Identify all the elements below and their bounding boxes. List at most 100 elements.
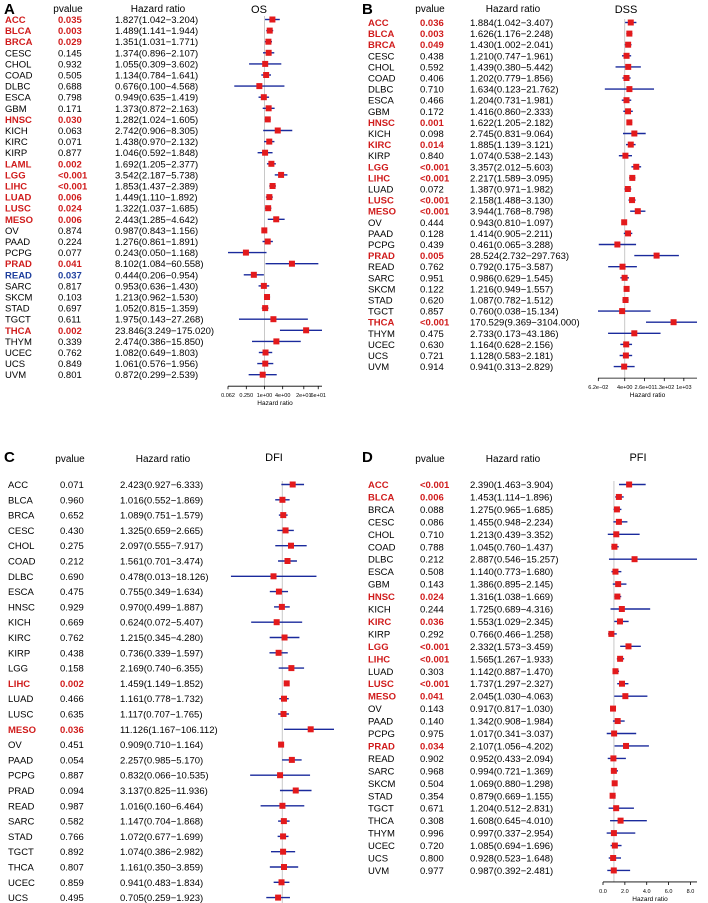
cancer-label: THCA (368, 816, 395, 827)
pvalue-label: 0.721 (420, 351, 444, 362)
hr-marker (283, 680, 290, 687)
hazard-ratio-label: 0.949(0.635−1.419) (115, 93, 198, 104)
forest-row: LIHC <0.001 2.217(1.589−3.095) (368, 173, 636, 184)
forest-row: CESC 0.086 1.455(0.948−2.234) (368, 517, 628, 528)
hazard-ratio-label: 0.953(0.636−1.430) (115, 281, 198, 292)
hr-marker (281, 695, 288, 702)
hazard-ratio-label: 170.529(9.369−3104.000) (470, 318, 580, 329)
pvalue-header: pvalue (415, 454, 445, 465)
hazard-ratio-label: 1.082(0.649−1.803) (115, 348, 198, 359)
cancer-label: CESC (368, 517, 395, 528)
pvalue-label: 0.438 (420, 51, 444, 62)
pvalue-label: 0.697 (58, 304, 82, 315)
cancer-label: KIRP (8, 648, 30, 659)
cancer-label: READ (368, 262, 395, 273)
pvalue-label: 0.951 (420, 273, 444, 284)
hazard-ratio-label: 1.387(0.971−1.982) (470, 185, 553, 196)
forest-row: UVM 0.977 0.987(0.392−2.481) (368, 866, 631, 877)
cancer-label: TGCT (5, 315, 31, 326)
hr-marker (610, 867, 617, 874)
cancer-label: LUSC (368, 679, 394, 690)
hazard-ratio-label: 1.737(1.297−2.327) (470, 679, 553, 690)
forest-row: UCS 0.849 1.061(0.576−1.956) (5, 359, 274, 370)
cancer-label: COAD (8, 557, 36, 568)
panel-letter: C (4, 449, 15, 466)
hr-marker (614, 593, 621, 600)
hazard-ratio-label: 1.215(0.345−4.280) (120, 633, 203, 644)
forest-row: UVM 0.914 0.941(0.313−2.829) (368, 362, 635, 373)
hr-marker (617, 817, 624, 824)
pvalue-label: 0.143 (420, 704, 444, 715)
forest-row: SARC 0.817 0.953(0.636−1.430) (5, 281, 270, 292)
hazard-ratio-label: 1.453(1.114−1.896) (470, 492, 553, 503)
forest-row: OV 0.451 0.909(0.710−1.164) (8, 740, 285, 751)
forest-row: COAD 0.212 1.561(0.701−3.474) (8, 557, 297, 568)
hr-marker (269, 16, 276, 23)
forest-row: TGCT 0.892 1.074(0.386−2.982) (8, 847, 296, 858)
hazard-ratio-label: 1.455(0.948−2.234) (470, 517, 553, 528)
hr-marker (281, 634, 288, 641)
pvalue-label: 0.466 (420, 96, 444, 107)
cancer-label: PRAD (5, 259, 32, 270)
forest-row: LUAD 0.006 1.449(1.110−1.892) (5, 193, 273, 204)
hr-marker (617, 655, 624, 662)
hr-marker (266, 138, 273, 145)
hazard-ratio-label: 0.624(0.072−5.407) (120, 618, 203, 629)
cancer-label: ESCA (368, 96, 395, 107)
hr-marker (274, 127, 281, 134)
cancer-label: OV (8, 740, 22, 751)
hr-marker (626, 119, 633, 126)
forest-row: LGG 0.158 2.169(0.740−6.355) (8, 664, 305, 675)
pvalue-label: 0.611 (58, 315, 81, 326)
hr-marker (615, 493, 622, 500)
hazard-ratio-label: 1.140(0.773−1.680) (470, 567, 553, 578)
hr-marker (275, 588, 282, 595)
cancer-label: LGG (368, 642, 389, 653)
hr-marker (264, 294, 271, 300)
hr-marker (280, 512, 287, 519)
pvalue-label: 0.158 (60, 664, 84, 675)
pvalue-label: <0.001 (420, 173, 450, 184)
pvalue-label: 0.212 (420, 555, 444, 566)
forest-row: DLBC 0.688 0.676(0.100−4.568) (5, 82, 285, 93)
pvalue-label: 0.140 (420, 717, 444, 728)
hazard-ratio-label: 0.755(0.349−1.634) (120, 587, 203, 598)
hr-marker (284, 558, 291, 564)
hr-marker (610, 705, 617, 712)
hazard-ratio-label: 2.423(0.927−6.333) (120, 480, 203, 491)
hr-marker (273, 338, 280, 345)
hazard-ratio-label: 1.164(0.628−2.156) (470, 340, 553, 351)
pvalue-label: 0.762 (60, 633, 84, 644)
hazard-ratio-label: 0.444(0.206−0.954) (115, 270, 198, 281)
hr-marker (626, 30, 633, 37)
hazard-ratio-label: 1.316(1.038−1.669) (470, 592, 553, 603)
hr-marker (608, 630, 615, 637)
cancer-label: UVM (368, 362, 389, 373)
forest-row: ACC <0.001 2.390(1.463−3.904) (368, 480, 646, 491)
forest-row: KIRP 0.877 1.046(0.592−1.848) (5, 148, 273, 159)
pvalue-label: 0.054 (60, 755, 84, 766)
forest-row: KIRC 0.071 1.438(0.970−2.132) (5, 137, 275, 148)
hazard-ratio-label: 0.461(0.065−3.288) (470, 240, 553, 251)
forest-row: COAD 0.505 1.134(0.784−1.641) (5, 71, 271, 82)
hazard-ratio-label: 2.443(1.285−4.642) (115, 215, 198, 226)
hr-marker (270, 316, 277, 323)
forest-row: READ 0.987 1.016(0.160−6.464) (8, 801, 305, 812)
panel-title: OS (251, 4, 267, 16)
hr-marker (611, 842, 618, 849)
cancer-label: TGCT (8, 847, 34, 858)
pvalue-label: <0.001 (420, 654, 450, 665)
hazard-ratio-label: 1.430(1.002−2.041) (470, 40, 553, 51)
hazard-ratio-label: 3.944(1.768−8.798) (470, 207, 553, 218)
hr-marker (623, 75, 630, 81)
pvalue-label: 0.072 (420, 185, 444, 196)
hazard-ratio-label: 0.766(0.466−1.258) (470, 629, 553, 640)
cancer-label: PCPG (5, 248, 32, 259)
forest-row: LUSC <0.001 2.158(1.488−3.130) (368, 196, 636, 207)
hr-marker (289, 481, 296, 488)
pvalue-label: 0.987 (60, 801, 84, 812)
hr-marker (622, 297, 629, 303)
forest-row: CESC 0.430 1.325(0.659−2.665) (8, 526, 294, 537)
hr-marker (622, 152, 629, 159)
